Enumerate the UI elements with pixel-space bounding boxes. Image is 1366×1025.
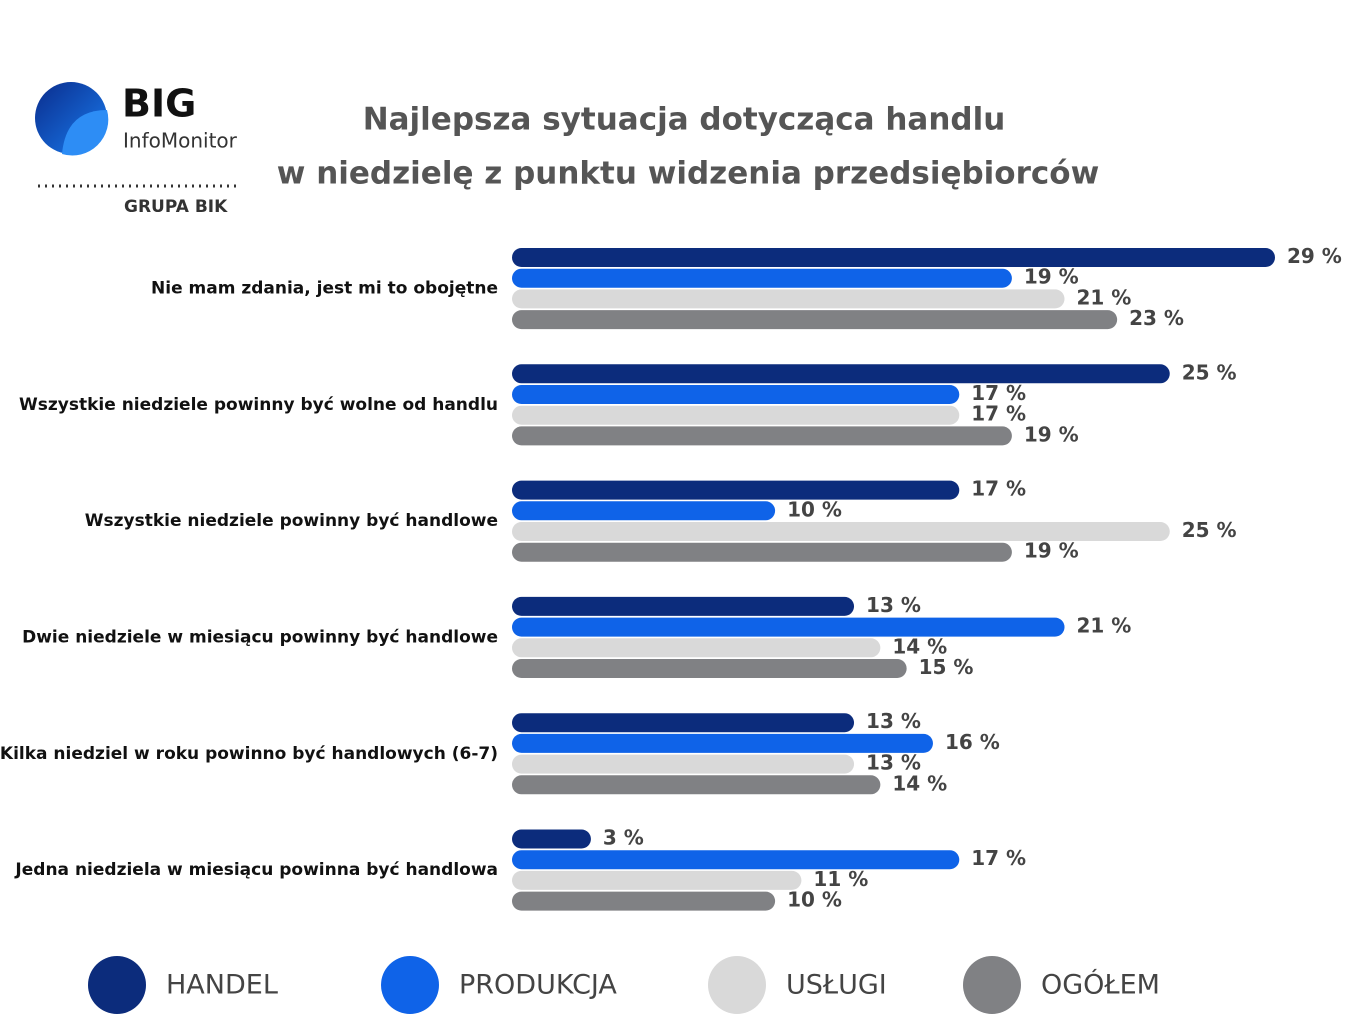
- legend-label: PRODUKCJA: [459, 970, 617, 1001]
- value-label: 19 %: [1024, 422, 1079, 446]
- category-label: Wszystkie niedziele powinny być handlowe: [85, 511, 498, 531]
- value-label: 17 %: [971, 477, 1026, 501]
- bar: [512, 596, 855, 616]
- category-label: Nie mam zdania, jest mi to obojętne: [151, 279, 498, 299]
- chart-title: w niedzielę z punktu widzenia przedsiębi…: [277, 156, 1099, 192]
- value-label: 19 %: [1024, 539, 1079, 563]
- bar: [512, 364, 1170, 384]
- logo-group: GRUPA BIK: [124, 197, 228, 217]
- bar: [512, 268, 1012, 288]
- bar: [512, 617, 1065, 637]
- value-label: 13 %: [866, 709, 921, 733]
- bar: [512, 850, 960, 870]
- bar: [512, 385, 960, 404]
- bar: [512, 289, 1065, 309]
- logo-name: BIG: [122, 82, 196, 126]
- value-label: 14 %: [892, 771, 947, 795]
- value-label: 17 %: [971, 402, 1026, 426]
- value-label: 21 %: [1077, 285, 1132, 309]
- legend-swatch: [708, 956, 766, 1014]
- category-label: Wszystkie niedziele powinny być wolne od…: [19, 395, 498, 415]
- bar: [512, 638, 881, 658]
- bar: [512, 542, 1012, 562]
- bar: [512, 480, 960, 500]
- bar: [512, 754, 855, 774]
- category-label: Kilka niedziel w roku powinno być handlo…: [0, 744, 498, 764]
- bar: [512, 870, 802, 890]
- bar: [512, 248, 1275, 267]
- legend-swatch: [963, 956, 1021, 1014]
- value-label: 14 %: [892, 634, 947, 658]
- logo-swoosh: [62, 110, 109, 156]
- legend-label: OGÓŁEM: [1041, 969, 1160, 1001]
- bar: [512, 713, 855, 733]
- legend-swatch: [88, 956, 146, 1014]
- value-label: 21 %: [1077, 614, 1132, 638]
- value-label: 19 %: [1024, 265, 1079, 289]
- category-label: Dwie niedziele w miesiącu powinny być ha…: [22, 627, 498, 647]
- bar: [512, 310, 1118, 330]
- legend-label: USŁUGI: [786, 970, 887, 1001]
- value-label: 17 %: [971, 846, 1026, 870]
- chart-title: Najlepsza sytuacja dotycząca handlu: [363, 102, 1006, 138]
- value-label: 29 %: [1287, 244, 1342, 268]
- bar: [512, 501, 776, 521]
- value-label: 13 %: [866, 593, 921, 617]
- value-label: 16 %: [945, 730, 1000, 754]
- bar: [512, 891, 776, 911]
- bar: [512, 829, 591, 849]
- bar: [512, 775, 881, 795]
- bar: [512, 733, 933, 753]
- bar: [512, 522, 1170, 541]
- value-label: 25 %: [1182, 518, 1237, 542]
- bar: [512, 405, 960, 425]
- value-label: 23 %: [1129, 306, 1184, 330]
- value-label: 10 %: [787, 888, 842, 912]
- value-label: 13 %: [866, 751, 921, 775]
- value-label: 17 %: [971, 381, 1026, 405]
- value-label: 11 %: [813, 867, 868, 891]
- value-label: 15 %: [919, 655, 974, 679]
- value-label: 3 %: [603, 826, 644, 850]
- legend-label: HANDEL: [166, 970, 278, 1001]
- category-label: Jedna niedziela w miesiącu powinna być h…: [14, 860, 498, 880]
- value-label: 25 %: [1182, 360, 1237, 384]
- value-label: 10 %: [787, 497, 842, 521]
- legend-swatch: [381, 956, 439, 1014]
- logo-product: InfoMonitor: [123, 129, 238, 153]
- bar: [512, 659, 907, 678]
- logo: BIG InfoMonitor GRUPA BIK: [35, 82, 238, 217]
- bar: [512, 426, 1012, 446]
